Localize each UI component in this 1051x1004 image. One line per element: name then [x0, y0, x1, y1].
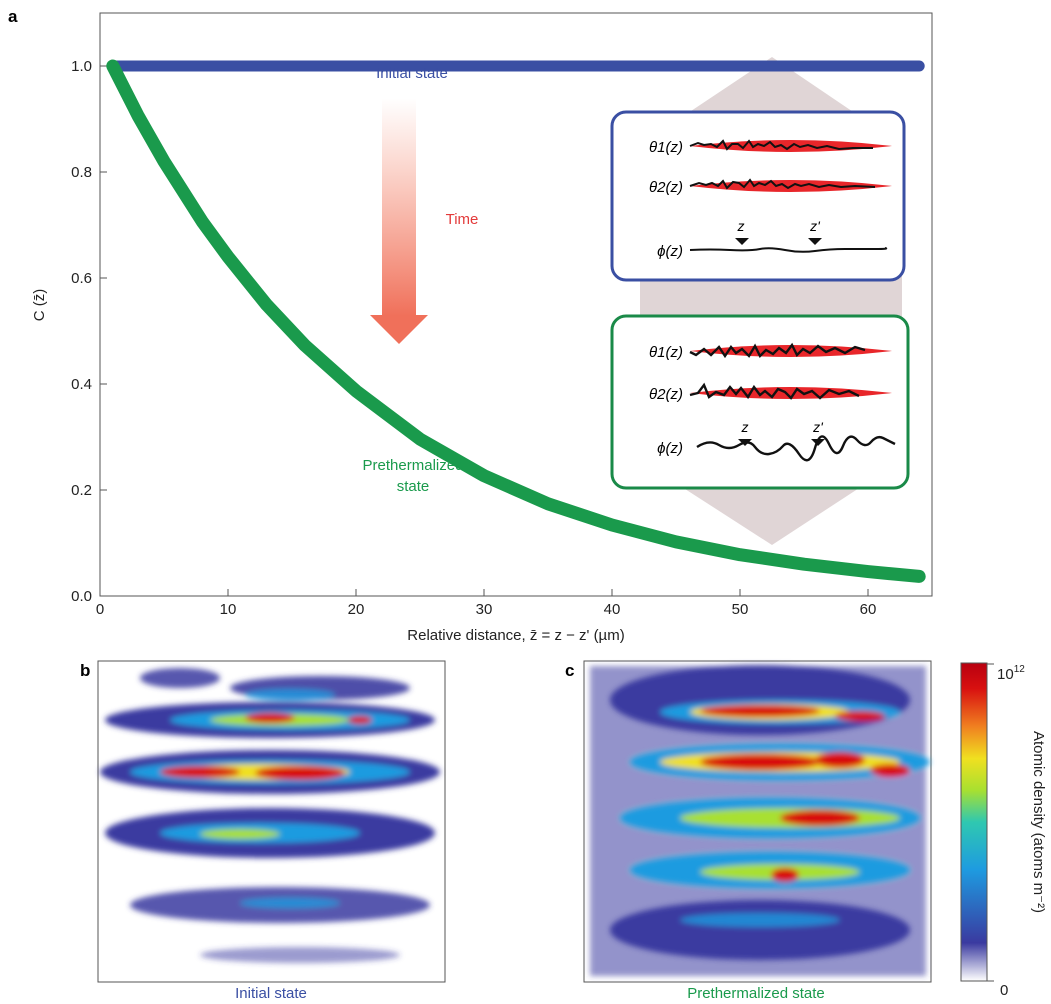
- heatmap-c: [583, 660, 932, 983]
- theta1-label-2: θ1(z): [649, 344, 683, 361]
- x-tick-label: 40: [604, 601, 621, 618]
- zprime-marker-label: z': [809, 218, 821, 234]
- colorbar-min-label: 0: [1000, 982, 1008, 999]
- line-chart: Time 0 10 20 30 40 50 60 0.0 0.2 0.4 0.6 0.8 1.0 Re…: [31, 12, 933, 644]
- theta1-trace: [689, 139, 873, 151]
- panel-label-c: c: [565, 661, 574, 680]
- heatmap-c-label: Prethermalized state: [687, 985, 825, 1002]
- colorbar-max-label: 1012: [997, 664, 1025, 683]
- y-tick-label: 0.4: [71, 376, 92, 393]
- colorbar: 1012 0 Atomic density (atoms m⁻²): [960, 662, 1047, 999]
- zprime-marker: [808, 238, 822, 245]
- zprime-marker-label-2: z': [812, 419, 824, 435]
- y-tick-label: 0.0: [71, 588, 92, 605]
- colorbar-title: Atomic density (atoms m⁻²): [1030, 731, 1047, 913]
- x-axis-label: Relative distance, z̄ = z − z' (µm): [407, 627, 624, 644]
- series-group: [106, 59, 926, 583]
- theta1-label: θ1(z): [649, 139, 683, 156]
- theta2-trace-2: [689, 382, 860, 400]
- panel-label-b: b: [80, 661, 90, 680]
- theta1-trace-2: [689, 342, 866, 359]
- x-tick-label: 0: [96, 601, 104, 618]
- plot-frame: [99, 12, 933, 597]
- z-marker-label: z: [737, 218, 745, 234]
- time-arrow-shaft: [382, 98, 416, 316]
- y-tick-label: 1.0: [71, 58, 92, 75]
- phi-label-2: ϕ(z): [657, 440, 683, 457]
- y-axis: 0.0 0.2 0.4 0.6 0.8 1.0: [71, 58, 107, 605]
- x-tick-label: 60: [860, 601, 877, 618]
- theta2-trace: [689, 178, 876, 190]
- panel-label-a: a: [8, 7, 18, 26]
- series-label-prethermalized: Prethermalized state: [363, 457, 464, 495]
- phi-trace: [689, 247, 888, 253]
- x-tick-label: 50: [732, 601, 749, 618]
- y-tick-label: 0.6: [71, 270, 92, 287]
- x-axis: 0 10 20 30 40 50 60: [96, 589, 877, 618]
- x-tick-label: 10: [220, 601, 237, 618]
- z-marker-label-2: z: [741, 419, 749, 435]
- series-line-prethermalized: [106, 59, 926, 583]
- series-label-initial: Initial state: [376, 65, 448, 82]
- inset-prethermalized-state: θ1(z) θ2(z) z z' ϕ(z): [610, 314, 910, 490]
- y-tick-label: 0.8: [71, 164, 92, 181]
- theta2-label: θ2(z): [649, 179, 683, 196]
- theta2-label-2: θ2(z): [649, 386, 683, 403]
- z-marker: [735, 238, 749, 245]
- x-tick-label: 30: [476, 601, 493, 618]
- heatmap-b-label: Initial state: [235, 985, 307, 1002]
- phi-trace-2: [696, 435, 896, 462]
- x-tick-label: 20: [348, 601, 365, 618]
- y-tick-label: 0.2: [71, 482, 92, 499]
- inset-initial-state: θ1(z) θ2(z) z z' ϕ(z): [610, 110, 906, 282]
- y-axis-label: C (z̄): [31, 289, 48, 322]
- phi-label: ϕ(z): [657, 243, 683, 260]
- heatmap-b: [97, 660, 446, 983]
- theta1-cloud-2: [690, 345, 892, 357]
- time-arrow-head: [370, 315, 428, 344]
- time-label: Time: [446, 211, 479, 228]
